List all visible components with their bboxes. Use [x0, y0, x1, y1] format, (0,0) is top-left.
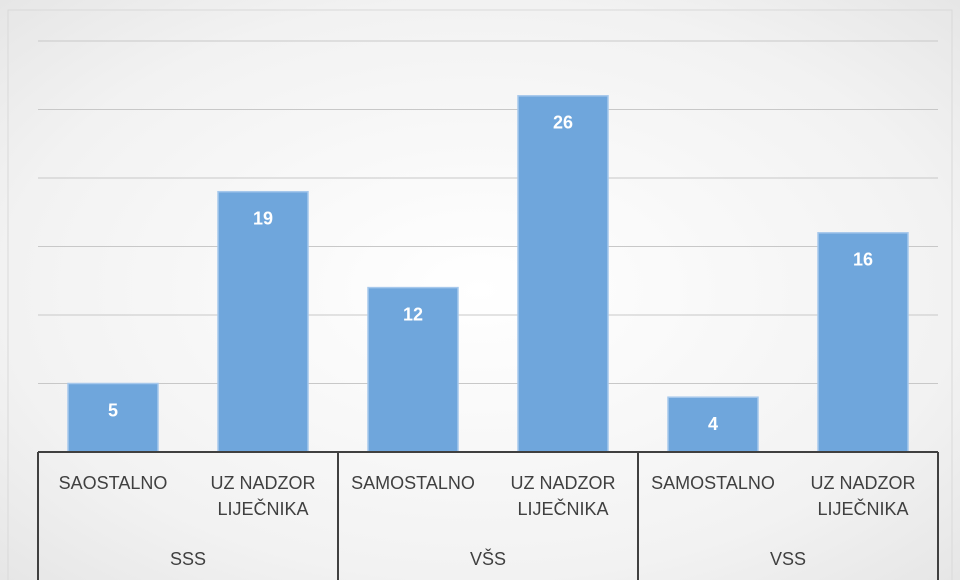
x-tick-label: UZ NADZOR LIJEČNIKA — [810, 473, 916, 519]
x-tick-label: UZ NADZOR LIJEČNIKA — [210, 473, 316, 519]
group-label: VSS — [769, 549, 807, 569]
chart-frame — [7, 9, 953, 580]
x-tick-label: UZ NADZOR LIJEČNIKA — [510, 473, 616, 519]
group-label: VŠS — [469, 549, 507, 569]
bar — [667, 396, 759, 453]
x-tick-label: SAMOSTALNO — [351, 473, 475, 493]
x-tick-label: SAMOSTALNO — [651, 473, 775, 493]
data-label: 12 — [403, 304, 423, 324]
data-label: 26 — [553, 113, 573, 133]
bar — [217, 190, 309, 453]
data-label: 16 — [853, 250, 873, 270]
bar — [817, 232, 909, 453]
group-label: SSS — [169, 549, 207, 569]
data-label: 4 — [708, 414, 718, 434]
data-label: 5 — [108, 400, 118, 420]
bar — [517, 95, 609, 453]
bar — [67, 382, 159, 453]
data-label: 19 — [253, 208, 273, 228]
x-tick-label: SAOSTALNO — [58, 473, 168, 493]
